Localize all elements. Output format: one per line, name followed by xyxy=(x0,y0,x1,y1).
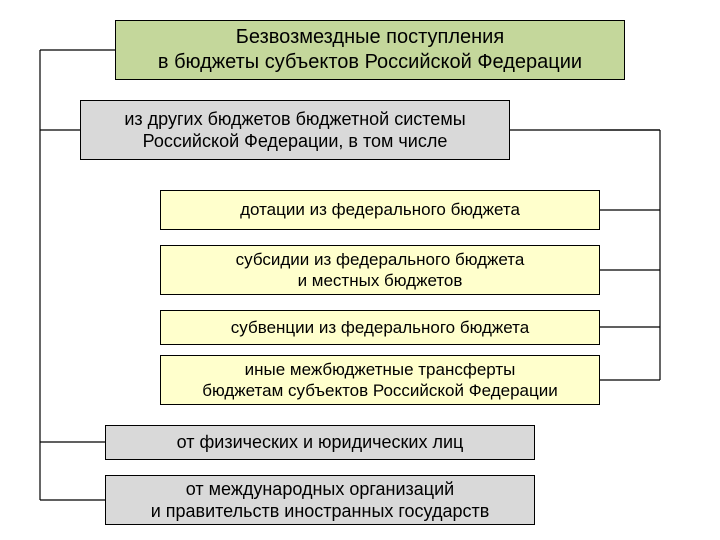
title-box: Безвозмездные поступленияв бюджеты субъе… xyxy=(115,20,625,80)
title-text: Безвозмездные поступленияв бюджеты субъе… xyxy=(158,25,582,75)
level1-box-budgets: из других бюджетов бюджетной системыРосс… xyxy=(80,100,510,160)
sub-box-dotations: дотации из федерального бюджета xyxy=(160,190,600,230)
sub-box-subventions: субвенции из федерального бюджета xyxy=(160,310,600,345)
l1-text: из других бюджетов бюджетной системыРосс… xyxy=(124,108,465,153)
sub-box-subsidies: субсидии из федерального бюджетаи местны… xyxy=(160,245,600,295)
level1-box-persons: от физических и юридических лиц xyxy=(105,425,535,460)
sub-box-other-transfers: иные межбюджетные трансфертыбюджетам суб… xyxy=(160,355,600,405)
l2-text: от физических и юридических лиц xyxy=(177,431,464,454)
s4-text: иные межбюджетные трансфертыбюджетам суб… xyxy=(202,359,558,402)
s2-text: субсидии из федерального бюджетаи местны… xyxy=(236,249,525,292)
s3-text: субвенции из федерального бюджета xyxy=(231,317,529,338)
s1-text: дотации из федерального бюджета xyxy=(240,199,520,220)
level1-box-international: от международных организацийи правительс… xyxy=(105,475,535,525)
l3-text: от международных организацийи правительс… xyxy=(151,478,490,523)
